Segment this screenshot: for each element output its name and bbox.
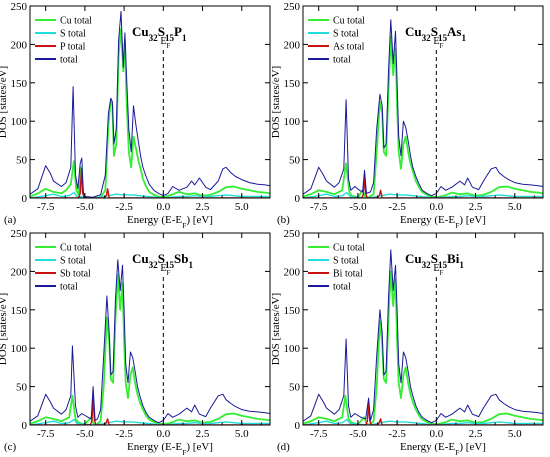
legend-entry: Cu total	[333, 16, 365, 27]
legend-entry: Cu total	[333, 243, 365, 254]
dos-panel-4: EF-7.5-5.0-2.50.02.55.0050100150200250En…	[270, 228, 543, 457]
legend-entry: Cu total	[60, 16, 92, 27]
legend-entry: Bi total	[333, 269, 363, 280]
y-tick-label: 150	[11, 305, 28, 317]
x-tick-label: 2.5	[196, 428, 210, 440]
y-tick-label: 150	[284, 78, 301, 90]
x-tick-label: -7.5	[310, 201, 328, 213]
legend-entry: S total	[333, 29, 359, 40]
x-tick-label: 5.0	[508, 428, 522, 440]
x-tick-label: -7.5	[37, 428, 55, 440]
y-tick-label: 100	[284, 343, 301, 355]
series-p-total-line	[30, 169, 270, 198]
legend-entry: As total	[333, 42, 365, 53]
y-tick-label: 100	[11, 343, 28, 355]
legend-entry: S total	[60, 256, 86, 267]
panel-label: (c)	[4, 441, 17, 453]
y-tick-label: 150	[11, 78, 28, 90]
x-tick-label: -2.5	[388, 428, 406, 440]
y-tick-label: 0	[22, 193, 28, 205]
dos-panel-2: EF-7.5-5.0-2.50.02.55.0050100150200250En…	[270, 1, 543, 230]
legend-entry: S total	[333, 256, 359, 267]
y-tick-label: 50	[289, 155, 301, 167]
x-tick-label: -2.5	[388, 201, 406, 213]
x-tick-label: 0.0	[429, 201, 443, 213]
x-tick-label: 2.5	[196, 201, 210, 213]
legend-entry: total	[60, 55, 78, 66]
x-tick-label: 0.0	[429, 428, 443, 440]
x-tick-label: -5.0	[76, 428, 94, 440]
y-tick-label: 100	[11, 116, 28, 128]
x-tick-label: 5.0	[235, 201, 249, 213]
y-axis-label: DOS [states/eV]	[270, 66, 282, 138]
y-tick-label: 0	[295, 420, 301, 432]
y-tick-label: 200	[284, 266, 301, 278]
series-cu-total-line	[30, 275, 270, 425]
dos-panel-3: EF-7.5-5.0-2.50.02.55.0050100150200250En…	[0, 228, 270, 457]
x-tick-label: -2.5	[115, 201, 133, 213]
y-tick-label: 50	[16, 155, 28, 167]
x-axis-label: Energy (E-EF) [eV]	[400, 214, 486, 230]
y-tick-label: 250	[11, 1, 28, 13]
legend-entry: S total	[60, 29, 86, 40]
legend: Cu total S total Bi total total	[308, 243, 365, 293]
legend: Cu total S total Sb total total	[35, 243, 92, 293]
legend-entry: total	[60, 282, 78, 293]
x-axis-label: Energy (E-EF) [eV]	[400, 441, 486, 457]
y-tick-label: 100	[284, 116, 301, 128]
x-tick-label: -7.5	[37, 201, 55, 213]
panel-label: (d)	[277, 441, 290, 453]
legend-entry: P total	[60, 42, 86, 53]
x-tick-label: -5.0	[76, 201, 94, 213]
y-axis-label: DOS [states/eV]	[0, 66, 9, 138]
x-tick-label: 2.5	[469, 428, 483, 440]
legend: Cu total S total As total total	[308, 16, 365, 66]
legend-entry: total	[333, 282, 351, 293]
series-cu-total-line	[303, 271, 543, 425]
x-tick-label: -7.5	[310, 428, 328, 440]
x-tick-label: -5.0	[349, 428, 367, 440]
legend-entry: Cu total	[60, 243, 92, 254]
x-tick-label: 5.0	[235, 428, 249, 440]
y-tick-label: 200	[11, 266, 28, 278]
y-tick-label: 250	[284, 1, 301, 13]
legend-entry: total	[333, 55, 351, 66]
x-tick-label: 0.0	[156, 201, 170, 213]
x-tick-label: 0.0	[156, 428, 170, 440]
dos-panel-1: EF-7.5-5.0-2.50.02.55.0050100150200250En…	[0, 1, 270, 230]
legend: Cu total S total P total total	[35, 16, 92, 66]
y-axis-label: DOS [states/eV]	[0, 293, 9, 365]
y-tick-label: 200	[11, 39, 28, 51]
y-tick-label: 50	[16, 382, 28, 394]
y-tick-label: 150	[284, 305, 301, 317]
x-tick-label: 2.5	[469, 201, 483, 213]
x-tick-label: -5.0	[349, 201, 367, 213]
y-tick-label: 0	[22, 420, 28, 432]
panel-label: (b)	[277, 214, 290, 226]
x-tick-label: -2.5	[115, 428, 133, 440]
y-tick-label: 250	[11, 228, 28, 240]
y-axis-label: DOS [states/eV]	[270, 293, 282, 365]
x-axis-label: Energy (E-EF) [eV]	[127, 441, 213, 457]
legend-entry: Sb total	[60, 269, 91, 280]
y-tick-label: 250	[284, 228, 301, 240]
y-tick-label: 200	[284, 39, 301, 51]
y-tick-label: 50	[289, 382, 301, 394]
x-axis-label: Energy (E-EF) [eV]	[127, 214, 213, 230]
panel-label: (a)	[4, 214, 17, 226]
x-tick-label: 5.0	[508, 201, 522, 213]
y-tick-label: 0	[295, 193, 301, 205]
